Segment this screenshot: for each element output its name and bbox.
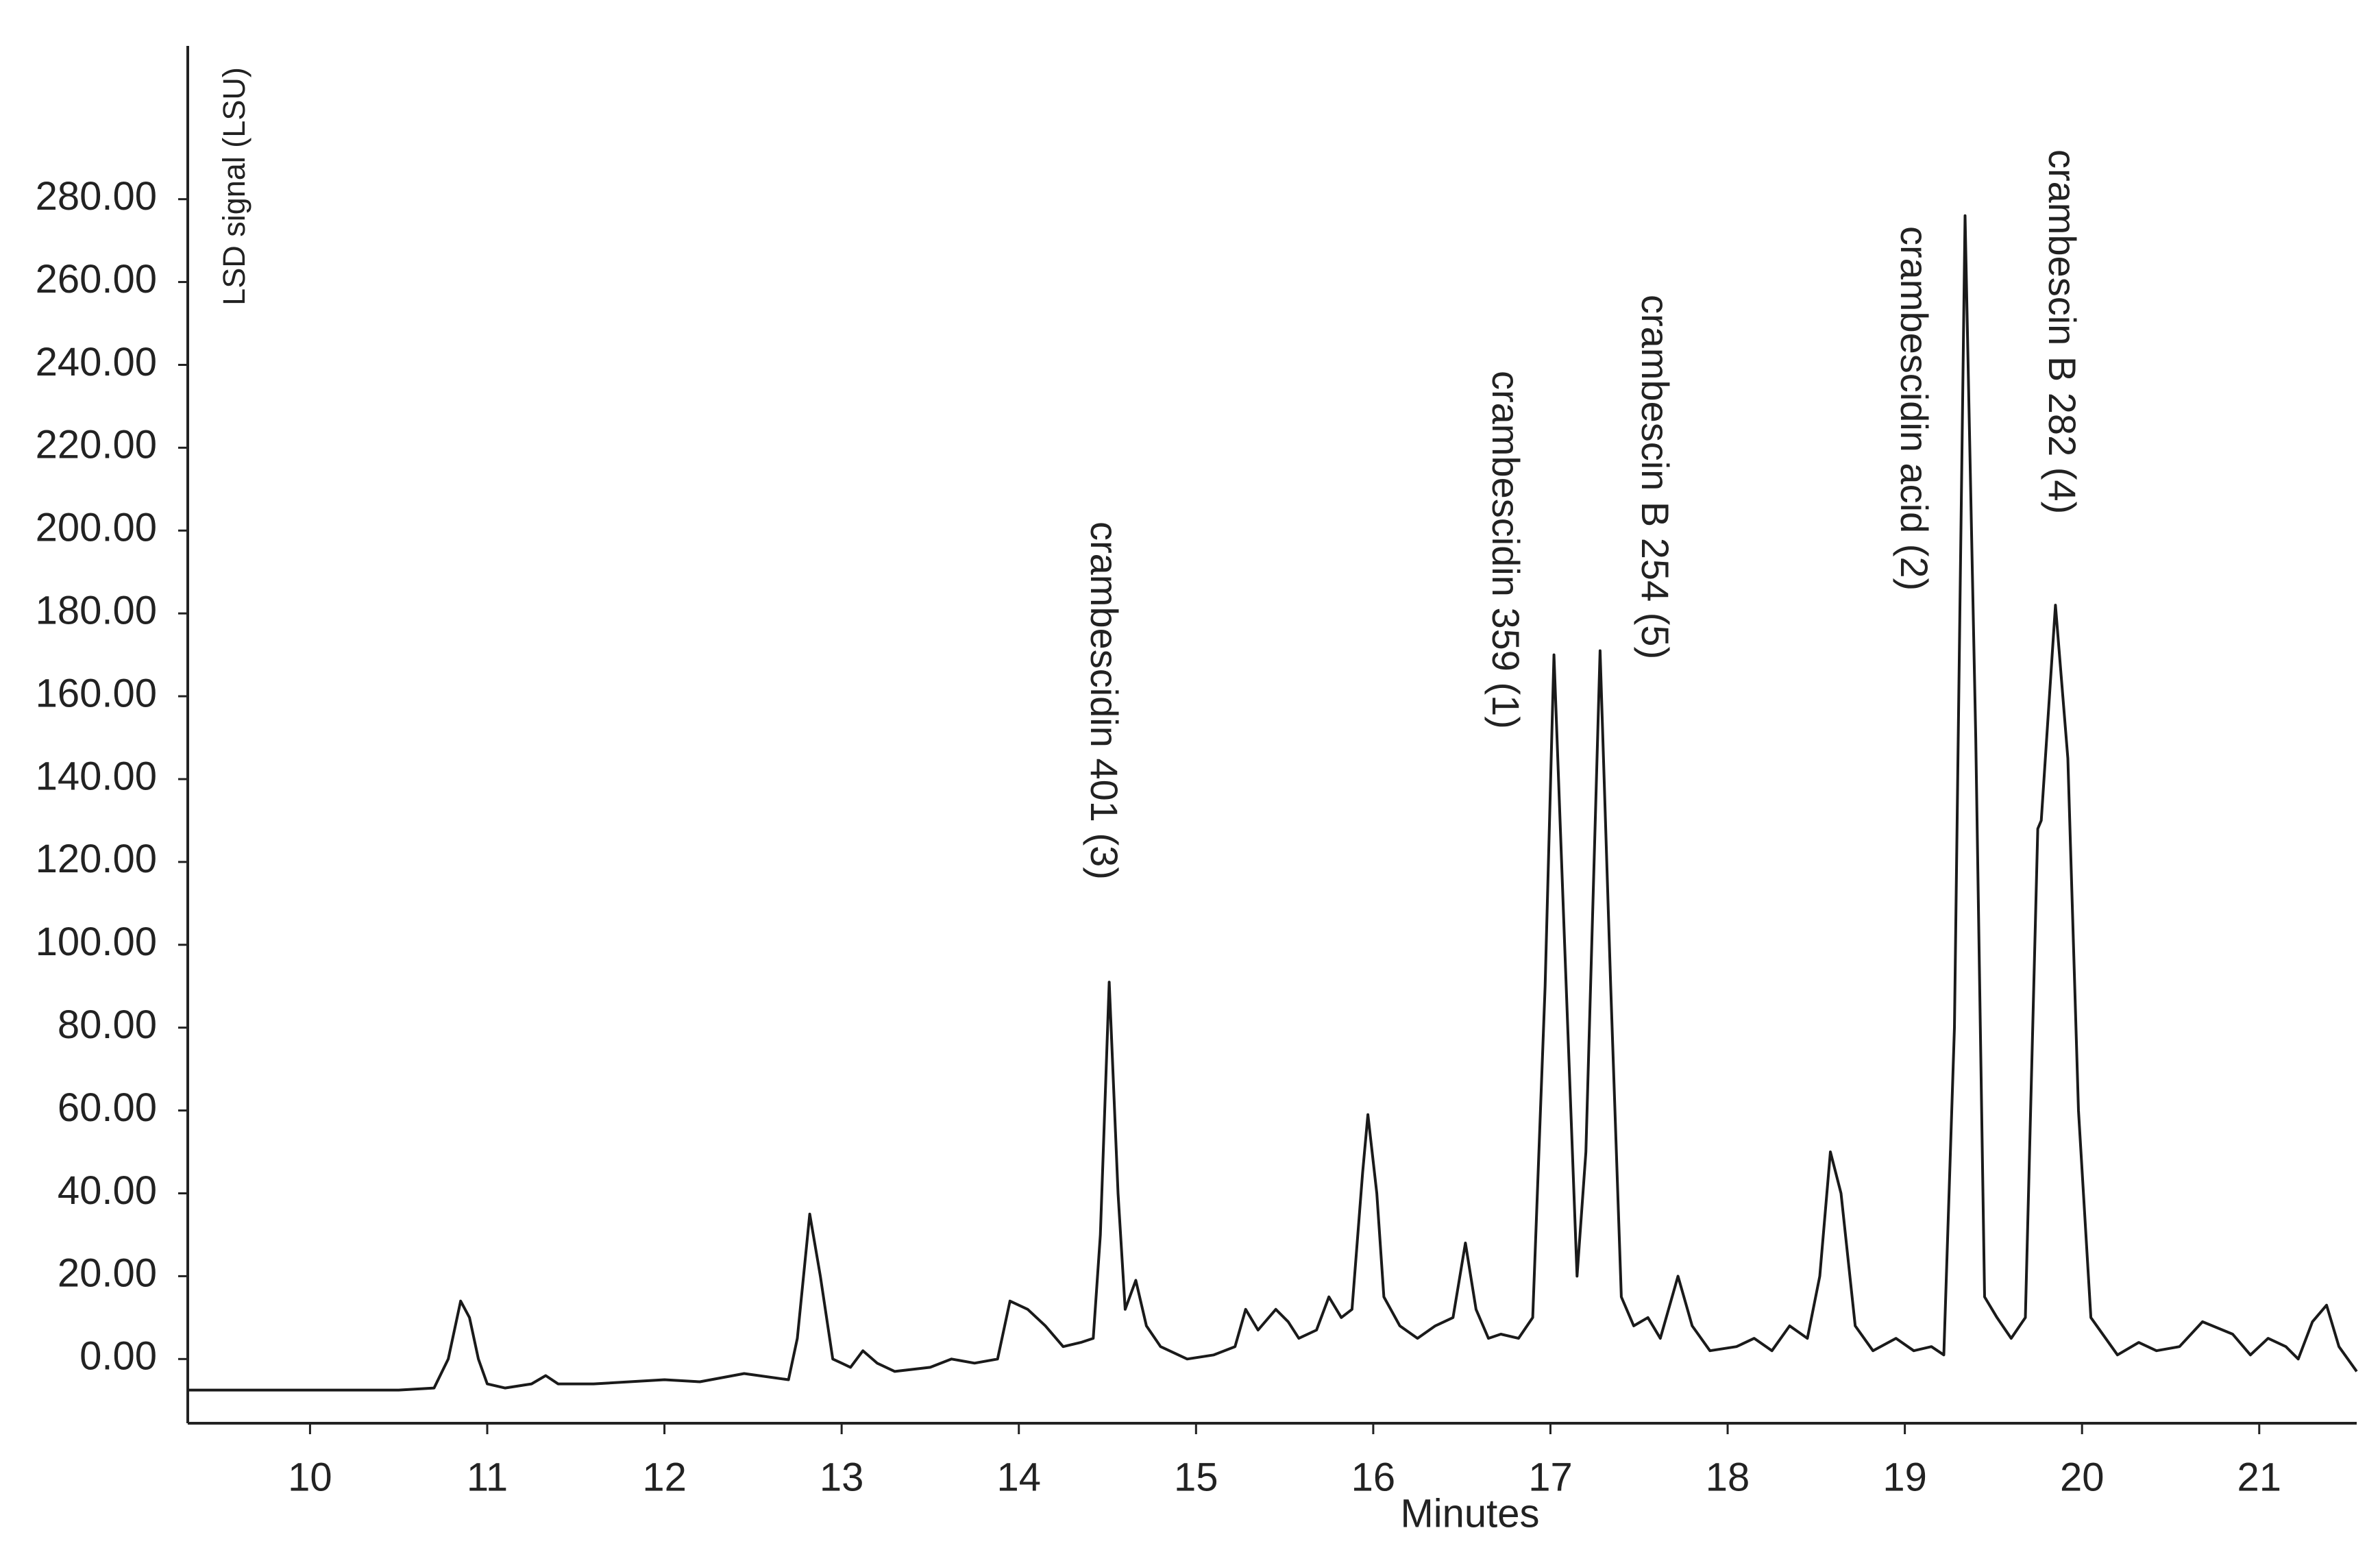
y-tick-label: 140.00: [36, 754, 157, 798]
x-tick-label: 14: [996, 1455, 1041, 1499]
peak-annotation: crambescin B 282 (4): [2041, 149, 2084, 514]
y-tick-label: 100.00: [36, 920, 157, 964]
y-tick-label: 60.00: [58, 1085, 157, 1130]
y-tick-label: 120.00: [36, 837, 157, 881]
y-tick-label: 240.00: [36, 340, 157, 384]
y-tick-label: 0.00: [79, 1334, 157, 1379]
y-tick-label: 80.00: [58, 1002, 157, 1047]
x-tick-label: 10: [288, 1455, 332, 1499]
x-tick-label: 15: [1174, 1455, 1218, 1499]
x-tick-label: 11: [467, 1455, 508, 1499]
x-tick-label: 18: [1706, 1455, 1750, 1499]
x-tick-label: 17: [1528, 1455, 1573, 1499]
peak-annotation: crambescidin acid (2): [1893, 226, 1936, 591]
y-tick-label: 160.00: [36, 671, 157, 715]
y-tick-label: 20.00: [58, 1251, 157, 1296]
peak-annotation: crambescin B 254 (5): [1634, 295, 1677, 659]
signal-line: [188, 214, 2358, 1392]
peak-annotation: crambescidin 401 (3): [1083, 521, 1126, 880]
x-tick-label: 16: [1351, 1455, 1396, 1499]
x-tick-label: 19: [1882, 1455, 1927, 1499]
x-tick-label: 21: [2237, 1455, 2282, 1499]
x-axis-label: Minutes: [1400, 1491, 1539, 1536]
peak-annotation: crambescidin 359 (1): [1484, 371, 1528, 729]
y-tick-label: 260.00: [36, 257, 157, 302]
y-tick-label: 180.00: [36, 589, 157, 633]
x-tick-label: 12: [642, 1455, 687, 1499]
x-tick-label: 20: [2060, 1455, 2105, 1499]
x-tick-label: 13: [820, 1455, 864, 1499]
y-axis-label: LSD signal (LSU): [217, 67, 252, 306]
y-tick-label: 220.00: [36, 423, 157, 467]
y-tick-label: 40.00: [58, 1168, 157, 1213]
y-tick-label: 280.00: [36, 174, 157, 219]
y-tick-label: 200.00: [36, 506, 157, 550]
